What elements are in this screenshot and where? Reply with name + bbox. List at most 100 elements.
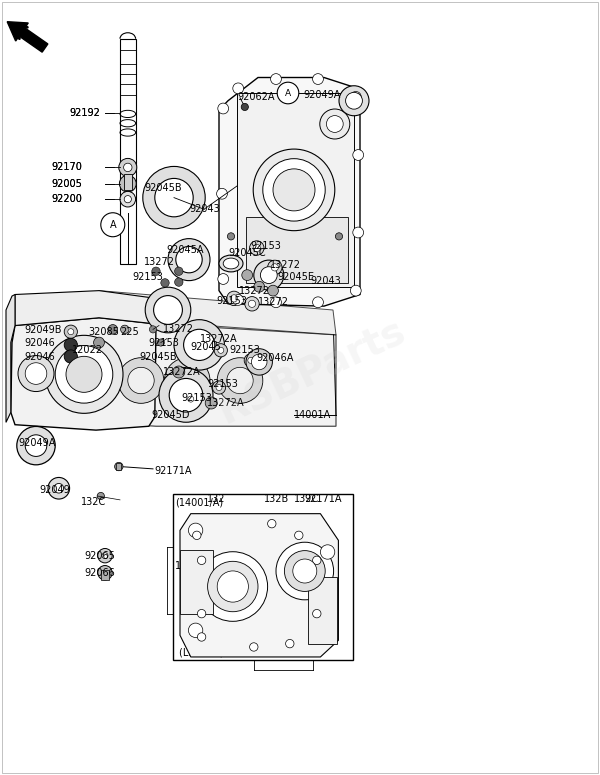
Text: 92171A: 92171A — [155, 467, 193, 476]
Text: 132A: 132A — [293, 648, 318, 657]
Text: 92049A: 92049A — [18, 439, 55, 448]
FancyArrow shape — [7, 22, 48, 52]
Circle shape — [218, 274, 229, 284]
Text: 92153: 92153 — [148, 338, 179, 347]
Circle shape — [313, 609, 321, 618]
Circle shape — [268, 260, 282, 274]
Text: 92005: 92005 — [51, 179, 82, 188]
Circle shape — [250, 642, 258, 651]
Circle shape — [350, 285, 361, 296]
Circle shape — [174, 367, 200, 394]
Text: 92043: 92043 — [311, 276, 341, 285]
Circle shape — [227, 232, 235, 240]
Bar — [101, 570, 109, 580]
Circle shape — [169, 378, 203, 412]
Circle shape — [271, 74, 281, 84]
Text: 92171A: 92171A — [305, 494, 342, 504]
Circle shape — [193, 531, 201, 539]
Circle shape — [233, 294, 244, 305]
Circle shape — [152, 267, 160, 275]
Bar — [124, 174, 132, 190]
Circle shape — [161, 279, 169, 287]
Circle shape — [198, 552, 268, 622]
Circle shape — [120, 191, 136, 207]
Circle shape — [217, 358, 263, 403]
Circle shape — [320, 607, 335, 621]
Polygon shape — [180, 514, 338, 657]
Circle shape — [260, 267, 277, 284]
Text: 92200: 92200 — [51, 195, 82, 204]
Circle shape — [124, 195, 131, 203]
Text: 92046: 92046 — [24, 339, 55, 348]
Bar — [237, 93, 354, 287]
Circle shape — [64, 325, 77, 339]
Text: 132C: 132C — [294, 494, 319, 504]
Text: 92065: 92065 — [84, 552, 115, 561]
Text: 92045E: 92045E — [277, 272, 314, 281]
Circle shape — [246, 349, 272, 375]
Circle shape — [128, 367, 154, 394]
Bar — [116, 463, 121, 470]
Text: 92005: 92005 — [51, 179, 82, 188]
Circle shape — [208, 561, 258, 611]
Text: RSBParts: RSBParts — [212, 312, 412, 432]
Circle shape — [176, 246, 202, 273]
Circle shape — [175, 278, 183, 286]
Circle shape — [253, 244, 260, 252]
Circle shape — [277, 82, 299, 104]
Circle shape — [98, 549, 112, 563]
Text: 13272: 13272 — [270, 260, 301, 270]
Circle shape — [218, 103, 229, 114]
Circle shape — [268, 285, 278, 296]
Circle shape — [188, 523, 203, 538]
Bar — [180, 550, 213, 614]
Text: 92192: 92192 — [69, 109, 100, 118]
Circle shape — [241, 103, 248, 111]
Circle shape — [335, 232, 343, 240]
Text: 92062A: 92062A — [237, 92, 275, 102]
Text: 225: 225 — [120, 327, 139, 336]
Circle shape — [101, 213, 125, 236]
Circle shape — [313, 297, 323, 308]
Circle shape — [254, 281, 265, 292]
Circle shape — [271, 264, 278, 271]
Circle shape — [64, 350, 77, 363]
Circle shape — [102, 553, 108, 559]
Polygon shape — [6, 294, 15, 422]
Circle shape — [168, 239, 210, 281]
Circle shape — [313, 74, 323, 84]
Circle shape — [145, 288, 191, 332]
Text: (LH Side): (LH Side) — [179, 648, 223, 657]
Circle shape — [188, 623, 203, 638]
Circle shape — [320, 109, 350, 139]
Circle shape — [155, 178, 193, 217]
Circle shape — [230, 294, 238, 302]
Ellipse shape — [223, 258, 239, 269]
Bar — [246, 217, 348, 283]
Text: 92153: 92153 — [229, 346, 260, 355]
Circle shape — [154, 295, 182, 325]
Text: 132B: 132B — [264, 494, 289, 504]
Circle shape — [184, 392, 197, 406]
Text: 92170: 92170 — [51, 163, 82, 172]
Text: 13272A: 13272A — [200, 335, 238, 344]
Circle shape — [55, 346, 113, 403]
Text: 92045B: 92045B — [139, 352, 177, 361]
Circle shape — [64, 338, 77, 352]
Text: 92153: 92153 — [216, 296, 247, 305]
Circle shape — [143, 167, 205, 229]
Circle shape — [271, 297, 281, 308]
Circle shape — [254, 260, 284, 290]
Circle shape — [97, 492, 104, 500]
Circle shape — [188, 396, 194, 402]
Circle shape — [17, 426, 55, 465]
Text: 32085: 32085 — [89, 327, 119, 336]
Circle shape — [197, 632, 206, 641]
Circle shape — [124, 164, 132, 171]
Circle shape — [227, 291, 241, 305]
Circle shape — [173, 366, 185, 378]
Circle shape — [248, 300, 256, 308]
Text: 13272A: 13272A — [207, 398, 245, 408]
Circle shape — [216, 384, 222, 391]
Circle shape — [320, 545, 335, 560]
